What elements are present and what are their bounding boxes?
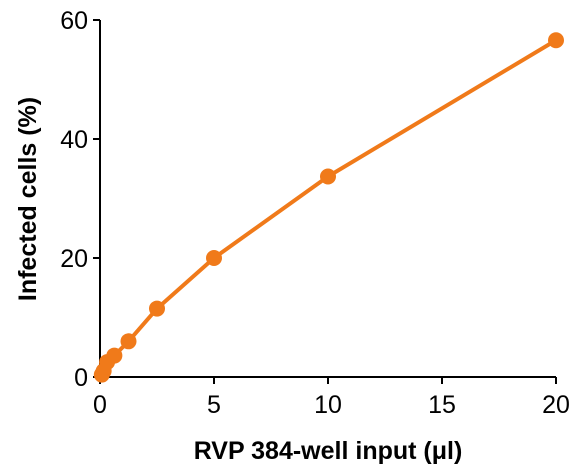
x-tick-label: 20 <box>542 391 570 419</box>
y-tick-label: 40 <box>60 126 88 154</box>
x-tick-label: 0 <box>93 391 107 419</box>
data-point <box>320 168 336 185</box>
x-ticks: 0 5 10 15 20 <box>93 377 570 419</box>
x-tick-label: 15 <box>428 391 456 419</box>
data-point <box>548 32 564 49</box>
y-tick-label: 20 <box>60 245 88 273</box>
y-ticks: 0 20 40 60 <box>60 7 100 392</box>
y-axis-title: Infected cells (%) <box>14 97 42 301</box>
y-axis: 0 20 40 60 Infected cells (%) <box>14 7 101 392</box>
y-tick-label: 0 <box>74 364 88 392</box>
data-point <box>106 347 123 364</box>
data-point <box>206 250 222 266</box>
y-tick-label: 60 <box>60 7 88 35</box>
x-axis: 0 5 10 15 20 RVP 384-well input (μl) <box>93 376 570 465</box>
series-line <box>100 38 558 376</box>
x-tick-label: 10 <box>314 391 342 419</box>
plot-area <box>93 32 564 383</box>
data-point <box>149 300 165 317</box>
x-axis-title: RVP 384-well input (μl) <box>194 437 463 465</box>
data-point <box>120 333 137 350</box>
x-tick-label: 5 <box>207 391 221 419</box>
